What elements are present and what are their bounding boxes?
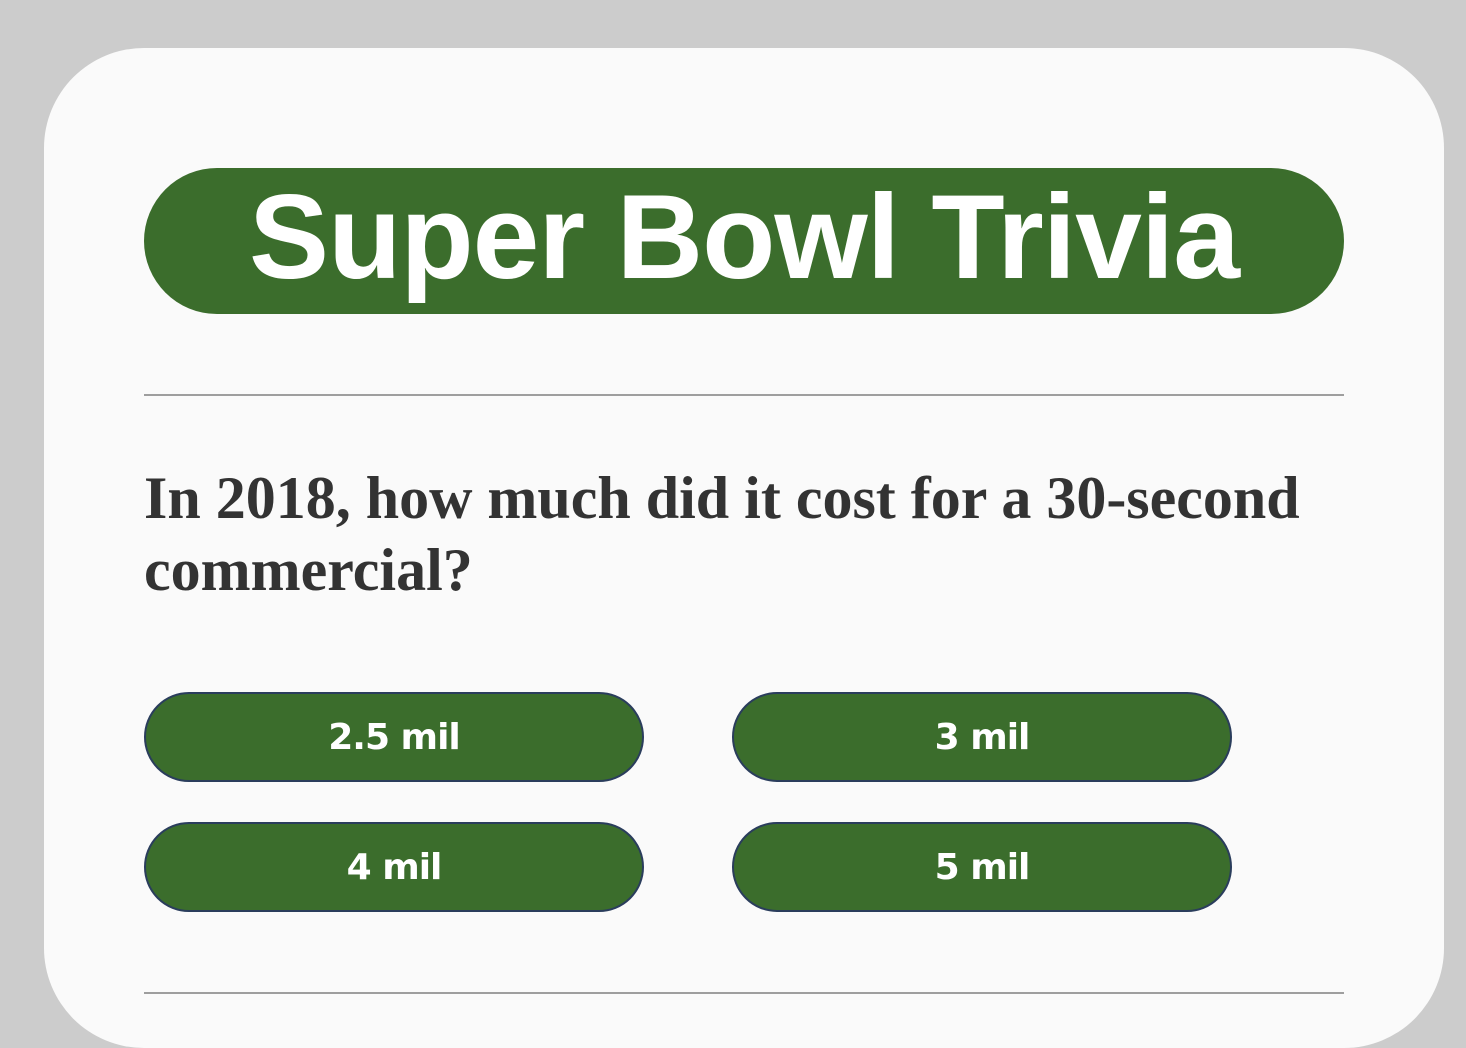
page-title: Super Bowl Trivia	[249, 170, 1240, 304]
trivia-card: Super Bowl Trivia In 2018, how much did …	[44, 48, 1444, 1048]
answer-button-1[interactable]: 2.5 mil	[144, 692, 644, 782]
question-text: In 2018, how much did it cost for a 30-s…	[144, 465, 1300, 603]
bottom-divider	[144, 992, 1344, 994]
answer-button-3[interactable]: 4 mil	[144, 822, 644, 912]
answer-grid: 2.5 mil 3 mil 4 mil 5 mil	[144, 692, 1344, 912]
answer-button-2[interactable]: 3 mil	[732, 692, 1232, 782]
answer-button-4[interactable]: 5 mil	[732, 822, 1232, 912]
top-divider	[144, 394, 1344, 396]
title-banner: Super Bowl Trivia	[144, 168, 1344, 314]
